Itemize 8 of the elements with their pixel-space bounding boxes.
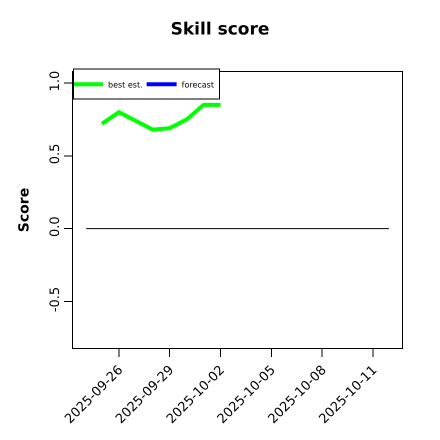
y-tick-label: -0.5 [48, 286, 63, 312]
legend-label: forecast [182, 80, 214, 90]
y-tick-label: 1.0 [48, 70, 63, 92]
legend-label: best est. [108, 80, 143, 90]
y-tick-label: 0.0 [48, 216, 63, 238]
chart-title: Skill score [170, 20, 270, 40]
y-axis-title: Score [16, 188, 32, 232]
y-tick-label: 0.5 [48, 144, 63, 164]
